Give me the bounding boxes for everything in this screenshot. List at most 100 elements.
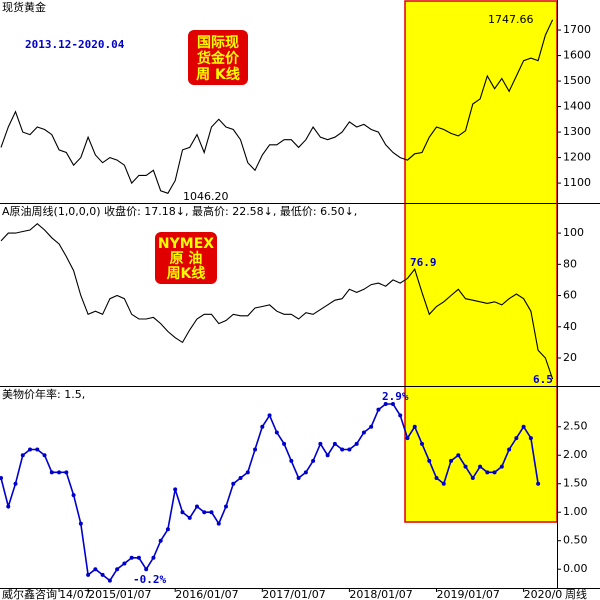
data-point xyxy=(419,441,424,446)
data-point xyxy=(376,407,381,412)
data-point xyxy=(318,441,323,446)
data-point xyxy=(42,453,47,458)
y-tick-label: 2.00 xyxy=(563,448,588,461)
data-point xyxy=(180,510,185,515)
series-line xyxy=(0,222,554,380)
data-point xyxy=(216,521,221,526)
x-tick-label: 2020/0 xyxy=(524,588,563,600)
data-point xyxy=(485,470,490,475)
data-point xyxy=(115,567,120,572)
x-tick-label: 2019/01/07 xyxy=(437,588,500,600)
data-point xyxy=(151,555,156,560)
annotation: 1747.66 xyxy=(488,13,534,26)
data-point xyxy=(405,436,410,441)
data-point xyxy=(412,424,417,429)
data-point xyxy=(347,447,352,452)
data-point xyxy=(20,453,25,458)
data-point xyxy=(245,470,250,475)
data-point xyxy=(57,470,62,475)
panel-title: A原油周线(1,0,0,0) 收盘价: 17.18↓, 最高价: 22.58↓,… xyxy=(2,204,357,218)
data-point xyxy=(528,436,533,441)
annotation: 1046.20 xyxy=(183,190,229,203)
data-point xyxy=(463,464,468,469)
data-point xyxy=(521,424,526,429)
data-point xyxy=(187,515,192,520)
data-point xyxy=(267,413,272,418)
label-box xyxy=(155,232,217,284)
data-point xyxy=(296,476,301,481)
y-tick-label: 2.50 xyxy=(563,420,588,433)
y-tick-label: 0.00 xyxy=(563,562,588,575)
x-tick-label: 2018/01/07 xyxy=(349,588,412,600)
label-box-text: 周K线 xyxy=(167,265,206,282)
y-tick-label: 1500 xyxy=(563,74,591,87)
data-point xyxy=(136,555,141,560)
data-point xyxy=(93,567,98,572)
label-box-text: NYMEX xyxy=(158,236,214,252)
y-tick-label: 60 xyxy=(563,289,577,302)
data-point xyxy=(390,401,395,406)
annotation: -0.2% xyxy=(133,573,166,586)
data-point xyxy=(325,453,330,458)
data-point xyxy=(369,424,374,429)
data-point xyxy=(434,476,439,481)
data-point xyxy=(260,424,265,429)
data-point xyxy=(231,481,236,486)
y-tick-label: 1.00 xyxy=(563,505,588,518)
data-point xyxy=(427,458,432,463)
data-point xyxy=(492,470,497,475)
data-point xyxy=(224,504,229,509)
label-box xyxy=(188,30,248,85)
data-point xyxy=(449,458,454,463)
data-point xyxy=(209,510,214,515)
data-point xyxy=(514,436,519,441)
y-tick-label: 1600 xyxy=(563,49,591,62)
y-tick-label: 0.50 xyxy=(563,534,588,547)
panel-title: 美物价年率: 1.5, xyxy=(2,387,85,401)
data-point xyxy=(340,447,345,452)
data-point xyxy=(354,441,359,446)
data-point xyxy=(35,447,40,452)
y-tick-label: 1100 xyxy=(563,176,591,189)
data-point xyxy=(158,538,163,543)
data-point xyxy=(28,447,33,452)
annotation: 2.9% xyxy=(382,390,409,403)
data-point xyxy=(303,470,308,475)
label-box-text: 国际现 xyxy=(197,35,239,51)
data-point xyxy=(499,464,504,469)
data-point xyxy=(194,504,199,509)
data-point xyxy=(13,481,18,486)
data-point xyxy=(6,504,11,509)
data-point xyxy=(78,521,83,526)
x-tick-label: 14/07 xyxy=(59,588,91,600)
data-point xyxy=(100,572,105,577)
data-point xyxy=(165,527,170,532)
label-box-text: 货金价 xyxy=(196,50,240,67)
data-point xyxy=(253,447,258,452)
y-tick-label: 80 xyxy=(563,257,577,270)
annotation: 76.9 xyxy=(410,256,437,269)
data-point xyxy=(507,447,512,452)
highlight-region xyxy=(404,0,558,523)
annotation: 6.5 xyxy=(533,373,553,386)
y-tick-label: 1700 xyxy=(563,23,591,36)
data-point xyxy=(361,430,366,435)
label-box-text: 周 K线 xyxy=(196,66,240,83)
data-point xyxy=(332,441,337,446)
annotation: 威尔鑫咨询 xyxy=(2,587,57,600)
data-point xyxy=(202,510,207,515)
data-point xyxy=(107,578,112,583)
annotation: 周线 xyxy=(565,587,587,600)
y-tick-label: 1200 xyxy=(563,151,591,164)
series-line xyxy=(0,19,554,194)
data-point xyxy=(383,401,388,406)
y-tick-label: 20 xyxy=(563,351,577,364)
y-tick-label: 1400 xyxy=(563,100,591,113)
annotation: 2013.12-2020.04 xyxy=(25,38,125,51)
data-point xyxy=(0,476,3,481)
data-point xyxy=(238,476,243,481)
data-point xyxy=(289,458,294,463)
y-tick-label: 1300 xyxy=(563,125,591,138)
data-point xyxy=(71,493,76,498)
